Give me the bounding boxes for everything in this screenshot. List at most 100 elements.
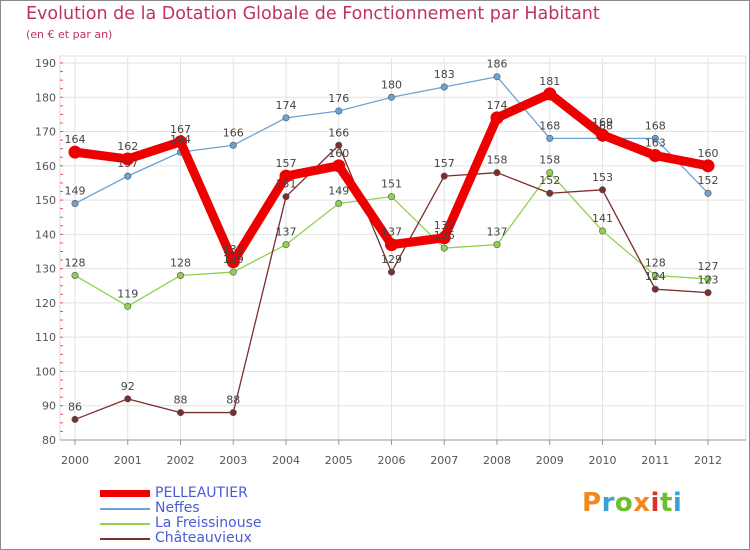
- data-label-la-freissinouse: 127: [698, 260, 719, 273]
- data-label-neffes: 157: [117, 157, 138, 170]
- data-label-la-freissinouse: 129: [223, 253, 244, 266]
- data-point-la-freissinouse: [387, 193, 395, 201]
- data-point-la-freissinouse: [71, 271, 79, 279]
- data-label-ch-teauvieux: 86: [68, 400, 82, 413]
- data-point-neffes: [124, 172, 132, 180]
- y-tick-label: 160: [35, 160, 56, 173]
- data-label-neffes: 176: [328, 92, 349, 105]
- data-point-neffes: [704, 189, 712, 197]
- data-point-neffes: [335, 107, 343, 115]
- data-label-la-freissinouse: 141: [592, 212, 613, 225]
- data-label-ch-teauvieux: 129: [381, 253, 402, 266]
- data-label-ch-teauvieux: 88: [174, 394, 188, 407]
- x-tick-label: 2006: [378, 454, 406, 467]
- data-label-la-freissinouse: 119: [117, 287, 138, 300]
- y-tick-label: 140: [35, 228, 56, 241]
- data-point-pelleautier: [490, 111, 504, 125]
- logo-letter: o: [614, 488, 634, 518]
- plot-area: [59, 55, 747, 441]
- x-tick-label: 2010: [589, 454, 617, 467]
- data-label-ch-teauvieux: 92: [121, 380, 135, 393]
- data-point-ch-teauvieux: [440, 172, 448, 180]
- data-point-ch-teauvieux: [177, 409, 185, 417]
- data-label-ch-teauvieux: 158: [487, 154, 508, 167]
- data-label-la-freissinouse: 137: [276, 226, 297, 239]
- data-label-pelleautier: 160: [328, 147, 349, 160]
- x-tick-label: 2008: [483, 454, 511, 467]
- legend-swatch-la-freissinouse: [100, 523, 150, 525]
- data-point-la-freissinouse: [229, 268, 237, 276]
- logo-letter: i: [672, 488, 683, 518]
- data-point-la-freissinouse: [282, 241, 290, 249]
- data-point-ch-teauvieux: [704, 289, 712, 297]
- data-label-pelleautier: 181: [539, 75, 560, 88]
- data-point-ch-teauvieux: [229, 409, 237, 417]
- x-tick-label: 2002: [167, 454, 195, 467]
- data-label-ch-teauvieux: 152: [539, 174, 560, 187]
- data-point-neffes: [282, 114, 290, 122]
- data-label-pelleautier: 169: [592, 116, 613, 129]
- data-point-pelleautier: [279, 169, 293, 183]
- x-tick-label: 2003: [219, 454, 247, 467]
- axes: 80 90 100 110 120 130 140 150 160 170 180 190 2000 20…: [35, 57, 746, 467]
- data-point-pelleautier: [437, 231, 451, 245]
- data-label-neffes: 168: [539, 119, 560, 132]
- y-tick-label: 80: [42, 434, 56, 447]
- y-tick-label: 170: [35, 126, 56, 139]
- data-point-la-freissinouse: [124, 302, 132, 310]
- data-point-pelleautier: [701, 159, 715, 173]
- data-label-neffes: 164: [170, 133, 191, 146]
- data-point-neffes: [71, 200, 79, 208]
- data-label-ch-teauvieux: 157: [434, 157, 455, 170]
- data-label-neffes: 149: [65, 185, 86, 198]
- data-label-la-freissinouse: 149: [328, 185, 349, 198]
- data-point-ch-teauvieux: [493, 169, 501, 177]
- legend-swatch-chateauvieux: [100, 538, 150, 540]
- legend-label: PELLEAUTIER: [155, 485, 248, 501]
- legend-swatch-neffes: [100, 508, 150, 510]
- data-label-pelleautier: 132: [223, 243, 244, 256]
- data-label-neffes: 180: [381, 78, 402, 91]
- logo-letter: x: [633, 488, 651, 518]
- proxiti-logo: Proxiti: [582, 488, 682, 518]
- logo-letter: t: [659, 488, 673, 518]
- data-point-neffes: [651, 134, 659, 142]
- data-labels: 86 92 88 88 151 166 129 157 158 152 153 124 123 128 11…: [65, 58, 719, 414]
- x-tick-label: 2011: [641, 454, 669, 467]
- data-point-pelleautier: [385, 238, 398, 252]
- data-point-pelleautier: [174, 135, 187, 149]
- chart-title: Evolution de la Dotation Globale de Fonc…: [26, 4, 600, 24]
- data-point-ch-teauvieux: [124, 395, 132, 403]
- legend-label: La Freissinouse: [155, 515, 262, 531]
- y-tick-label: 100: [35, 365, 56, 378]
- x-tick-label: 2012: [694, 454, 722, 467]
- data-point-pelleautier: [332, 159, 346, 173]
- data-point-pelleautier: [596, 128, 609, 142]
- y-tick-label: 110: [35, 331, 56, 344]
- data-point-ch-teauvieux: [335, 141, 343, 149]
- logo-letter: r: [601, 488, 615, 518]
- data-point-ch-teauvieux: [282, 193, 290, 201]
- data-label-ch-teauvieux: 88: [226, 394, 240, 407]
- logo-letter: P: [582, 488, 602, 518]
- data-label-pelleautier: 164: [65, 133, 86, 146]
- data-point-neffes: [440, 83, 448, 91]
- data-point-neffes: [229, 141, 237, 149]
- data-label-neffes: 183: [434, 68, 455, 81]
- x-tick-label: 2005: [325, 454, 353, 467]
- data-label-ch-teauvieux: 166: [328, 126, 349, 139]
- data-label-neffes: 174: [276, 99, 297, 112]
- chart-subtitle: (en € et par an): [26, 28, 113, 41]
- data-point-la-freissinouse: [177, 271, 185, 279]
- data-label-pelleautier: 157: [276, 157, 297, 170]
- data-label-ch-teauvieux: 124: [645, 270, 666, 283]
- data-label-la-freissinouse: 151: [381, 178, 402, 191]
- data-point-pelleautier: [543, 87, 557, 101]
- series-layer: [68, 73, 715, 423]
- x-tick-label: 2000: [61, 454, 89, 467]
- data-label-pelleautier: 163: [645, 137, 666, 150]
- data-label-la-freissinouse: 128: [65, 256, 86, 269]
- data-label-la-freissinouse: 158: [539, 154, 560, 167]
